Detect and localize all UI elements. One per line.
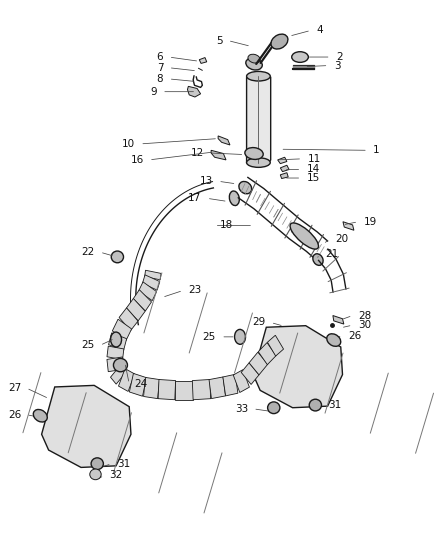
- Ellipse shape: [271, 34, 288, 49]
- Text: 22: 22: [81, 247, 95, 257]
- Text: 10: 10: [122, 139, 135, 149]
- Text: 32: 32: [110, 471, 123, 480]
- Text: 9: 9: [150, 87, 157, 96]
- Text: 7: 7: [157, 63, 163, 72]
- Ellipse shape: [292, 52, 308, 62]
- Text: 25: 25: [81, 341, 95, 350]
- Text: 23: 23: [188, 286, 201, 295]
- Polygon shape: [268, 335, 283, 356]
- Text: 31: 31: [328, 400, 342, 410]
- Polygon shape: [211, 150, 226, 160]
- Ellipse shape: [327, 334, 341, 346]
- Ellipse shape: [110, 332, 122, 347]
- Polygon shape: [129, 374, 147, 396]
- Text: 8: 8: [157, 74, 163, 84]
- Polygon shape: [343, 222, 354, 230]
- Text: 14: 14: [307, 165, 320, 174]
- Ellipse shape: [230, 191, 239, 206]
- Polygon shape: [107, 346, 124, 360]
- Polygon shape: [223, 374, 238, 396]
- Polygon shape: [119, 369, 134, 391]
- Text: 19: 19: [364, 217, 377, 227]
- Text: 20: 20: [335, 234, 348, 244]
- Polygon shape: [209, 377, 226, 399]
- Ellipse shape: [245, 148, 263, 159]
- Text: 27: 27: [8, 383, 21, 393]
- Ellipse shape: [247, 158, 270, 167]
- Ellipse shape: [309, 399, 321, 411]
- Polygon shape: [119, 308, 138, 330]
- Polygon shape: [258, 343, 276, 365]
- Text: 5: 5: [216, 36, 223, 45]
- Text: 21: 21: [325, 249, 338, 259]
- Polygon shape: [109, 333, 127, 350]
- Text: 26: 26: [8, 410, 21, 419]
- Ellipse shape: [91, 458, 103, 470]
- Text: 13: 13: [200, 176, 213, 186]
- Polygon shape: [127, 298, 145, 321]
- Polygon shape: [280, 173, 288, 179]
- Ellipse shape: [111, 251, 124, 263]
- Polygon shape: [42, 385, 131, 467]
- Polygon shape: [133, 290, 152, 311]
- Polygon shape: [218, 136, 230, 145]
- Polygon shape: [187, 86, 201, 97]
- Text: 28: 28: [358, 311, 371, 320]
- Polygon shape: [145, 270, 161, 280]
- Ellipse shape: [268, 402, 280, 414]
- Ellipse shape: [246, 58, 262, 70]
- Polygon shape: [113, 319, 131, 341]
- Polygon shape: [278, 157, 287, 164]
- Text: 6: 6: [157, 52, 163, 62]
- Polygon shape: [233, 370, 249, 392]
- Polygon shape: [241, 363, 259, 384]
- Text: 18: 18: [220, 221, 233, 230]
- Text: 24: 24: [134, 379, 148, 389]
- Polygon shape: [158, 379, 176, 400]
- Polygon shape: [199, 58, 207, 63]
- Ellipse shape: [313, 254, 323, 265]
- Polygon shape: [107, 357, 124, 372]
- Text: 11: 11: [307, 154, 321, 164]
- Polygon shape: [280, 165, 289, 172]
- Ellipse shape: [247, 71, 270, 81]
- Text: 16: 16: [131, 155, 144, 165]
- Polygon shape: [253, 326, 343, 408]
- Text: 25: 25: [203, 332, 216, 342]
- Polygon shape: [192, 379, 211, 400]
- Polygon shape: [138, 282, 157, 301]
- Ellipse shape: [113, 358, 127, 372]
- Polygon shape: [247, 75, 271, 165]
- Text: 3: 3: [334, 61, 340, 70]
- Text: 15: 15: [307, 173, 320, 183]
- Ellipse shape: [234, 329, 246, 344]
- Polygon shape: [249, 352, 268, 375]
- Ellipse shape: [290, 223, 318, 249]
- Polygon shape: [110, 364, 127, 384]
- Text: 26: 26: [348, 331, 361, 341]
- Text: 1: 1: [373, 146, 380, 155]
- Ellipse shape: [248, 54, 260, 63]
- Text: 29: 29: [252, 318, 265, 327]
- Polygon shape: [333, 316, 344, 324]
- Ellipse shape: [90, 469, 101, 480]
- Text: 33: 33: [235, 404, 248, 414]
- Text: 30: 30: [358, 320, 371, 330]
- Polygon shape: [142, 275, 160, 290]
- Polygon shape: [175, 381, 193, 400]
- Text: 17: 17: [188, 193, 201, 203]
- Text: 2: 2: [336, 52, 343, 62]
- Polygon shape: [144, 377, 159, 399]
- Ellipse shape: [239, 181, 252, 194]
- Text: 12: 12: [191, 148, 204, 158]
- Text: 4: 4: [316, 26, 323, 35]
- Text: 31: 31: [117, 459, 130, 469]
- Ellipse shape: [33, 409, 47, 422]
